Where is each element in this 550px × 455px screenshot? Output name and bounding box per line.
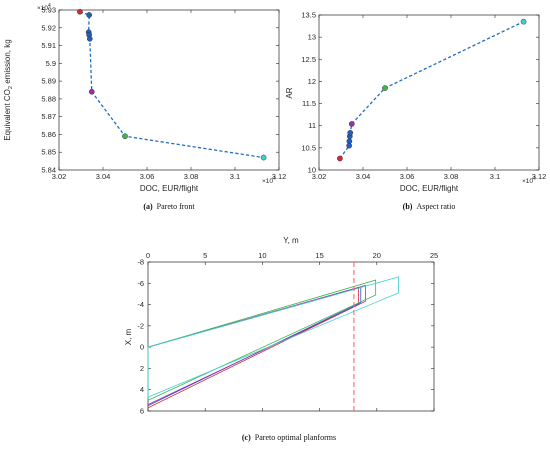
data-point — [77, 8, 83, 15]
y-tick-label: 5.87 — [41, 112, 56, 121]
data-point — [260, 154, 267, 161]
panel-b-y-label: AR — [285, 87, 294, 98]
panel-a-axes-frame — [58, 9, 280, 171]
panel-c-y-label: X, m — [124, 328, 133, 345]
panel-a-y-label: Equivalent CO2 emission, kg — [3, 39, 14, 140]
y-tick-label: 5.93 — [41, 6, 56, 15]
panel-c-plot-area — [147, 262, 399, 411]
y-tick-label: 10 — [308, 166, 316, 175]
x-tick-label: 3.08 — [444, 172, 459, 181]
planform-outline — [147, 287, 362, 407]
panel-a-y-multiplier: ×104 — [37, 3, 51, 12]
panel-a-pareto-front: 3.02 3.04 3.06 3.08 3.1 3.12 5.84 5.85 5.86 5.87… — [3, 3, 286, 211]
data-point — [346, 138, 353, 145]
x-tick-label: 3.1 — [490, 172, 500, 181]
data-point — [122, 133, 128, 140]
data-point — [382, 85, 388, 91]
y-tick-label: 10.5 — [301, 143, 316, 152]
pareto-dashed-line — [79, 11, 264, 159]
y-tick-label: 5.88 — [41, 94, 56, 103]
panel-c-planforms: 0 5 10 15 20 25 -8 -6 -4 -2 0 2 4 6 Y, m X, m (c) Par… — [124, 236, 438, 442]
x-tick-label: 15 — [315, 251, 323, 260]
x-tick-label: 3.08 — [184, 172, 199, 181]
y-tick-label: 11.5 — [302, 99, 316, 108]
x-tick-label: 3.06 — [400, 172, 415, 181]
y-tick-label: 11 — [308, 121, 316, 130]
panel-c-caption: (c) Pareto optimal planforms — [242, 433, 336, 442]
x-tick-label: 3.06 — [140, 172, 155, 181]
panel-c-y-ticks: -8 -6 -4 -2 0 2 4 6 — [137, 258, 434, 416]
panel-c-axes-frame — [147, 261, 435, 412]
x-tick-label: 5 — [203, 251, 207, 260]
panel-a-x-ticks: 3.02 3.04 3.06 3.08 3.1 3.12 — [52, 10, 287, 181]
x-tick-label: 3.02 — [52, 172, 67, 181]
panel-a-caption: (a) Pareto front — [143, 202, 195, 211]
y-tick-label: 6 — [140, 407, 144, 416]
panel-a-y-ticks: 5.84 5.85 5.86 5.87 5.88 5.89 5.9 5.91 5.92 5.93 — [41, 6, 279, 175]
y-tick-label: -8 — [137, 258, 144, 267]
data-point — [337, 155, 343, 162]
data-point — [520, 18, 527, 25]
y-tick-label: 5.9 — [46, 59, 56, 68]
x-tick-label: 10 — [258, 251, 266, 260]
panel-a-plot-area — [77, 8, 267, 161]
x-tick-label: 3.12 — [532, 172, 547, 181]
panel-b-aspect-ratio: 3.02 3.04 3.06 3.08 3.1 3.12 10 10.5 11 11.5 12 12… — [285, 11, 546, 212]
y-tick-label: 5.86 — [41, 130, 56, 139]
data-point — [88, 88, 95, 95]
y-tick-label: -4 — [137, 300, 144, 309]
data-point — [347, 129, 354, 136]
panel-a-x-multiplier: ×104 — [262, 176, 276, 185]
y-tick-label: 13.5 — [301, 11, 316, 20]
y-tick-label: -2 — [137, 321, 144, 330]
x-tick-label: 20 — [373, 251, 381, 260]
y-tick-label: 5.91 — [41, 41, 56, 50]
y-tick-label: -6 — [137, 279, 144, 288]
data-point — [86, 12, 92, 18]
y-tick-label: 13 — [308, 33, 316, 42]
y-tick-label: 5.85 — [41, 148, 56, 157]
y-tick-label: 12 — [308, 77, 316, 86]
panel-b-axes-frame — [318, 14, 540, 171]
y-tick-label: 12.5 — [301, 55, 316, 64]
panel-b-y-ticks: 10 10.5 11 11.5 12 12.5 13 13.5 — [301, 11, 539, 175]
x-tick-label: 3.02 — [312, 172, 327, 181]
pareto-dashed-line — [339, 21, 524, 159]
y-tick-label: 5.92 — [41, 23, 56, 32]
panel-b-caption: (b) Aspect ratio — [403, 202, 456, 211]
x-tick-label: 25 — [430, 251, 438, 260]
x-tick-label: 3.04 — [96, 172, 111, 181]
x-tick-label: 0 — [146, 251, 150, 260]
data-point — [86, 35, 93, 42]
panel-b-plot-area — [337, 18, 527, 162]
y-tick-label: 5.89 — [41, 77, 56, 86]
panel-c-x-label: Y, m — [283, 236, 299, 245]
y-tick-label: 5.84 — [41, 166, 56, 175]
planform-outline — [147, 276, 399, 398]
x-tick-label: 3.04 — [356, 172, 371, 181]
planform-outline — [147, 279, 377, 401]
x-tick-label: 3.1 — [230, 172, 240, 181]
y-tick-label: 4 — [140, 385, 144, 394]
data-point — [348, 121, 355, 127]
panel-b-x-ticks: 3.02 3.04 3.06 3.08 3.1 3.12 — [312, 15, 547, 181]
y-tick-label: 2 — [140, 364, 144, 373]
x-tick-label: 3.12 — [272, 172, 287, 181]
y-tick-label: 0 — [140, 343, 144, 352]
planform-outline — [147, 284, 366, 406]
panel-a-x-label: DOC, EUR/flight — [140, 184, 199, 193]
panel-c-x-ticks: 0 5 10 15 20 25 — [146, 251, 438, 411]
panel-b-x-label: DOC, EUR/flight — [400, 184, 459, 193]
panel-b-x-multiplier: ×104 — [522, 176, 536, 185]
